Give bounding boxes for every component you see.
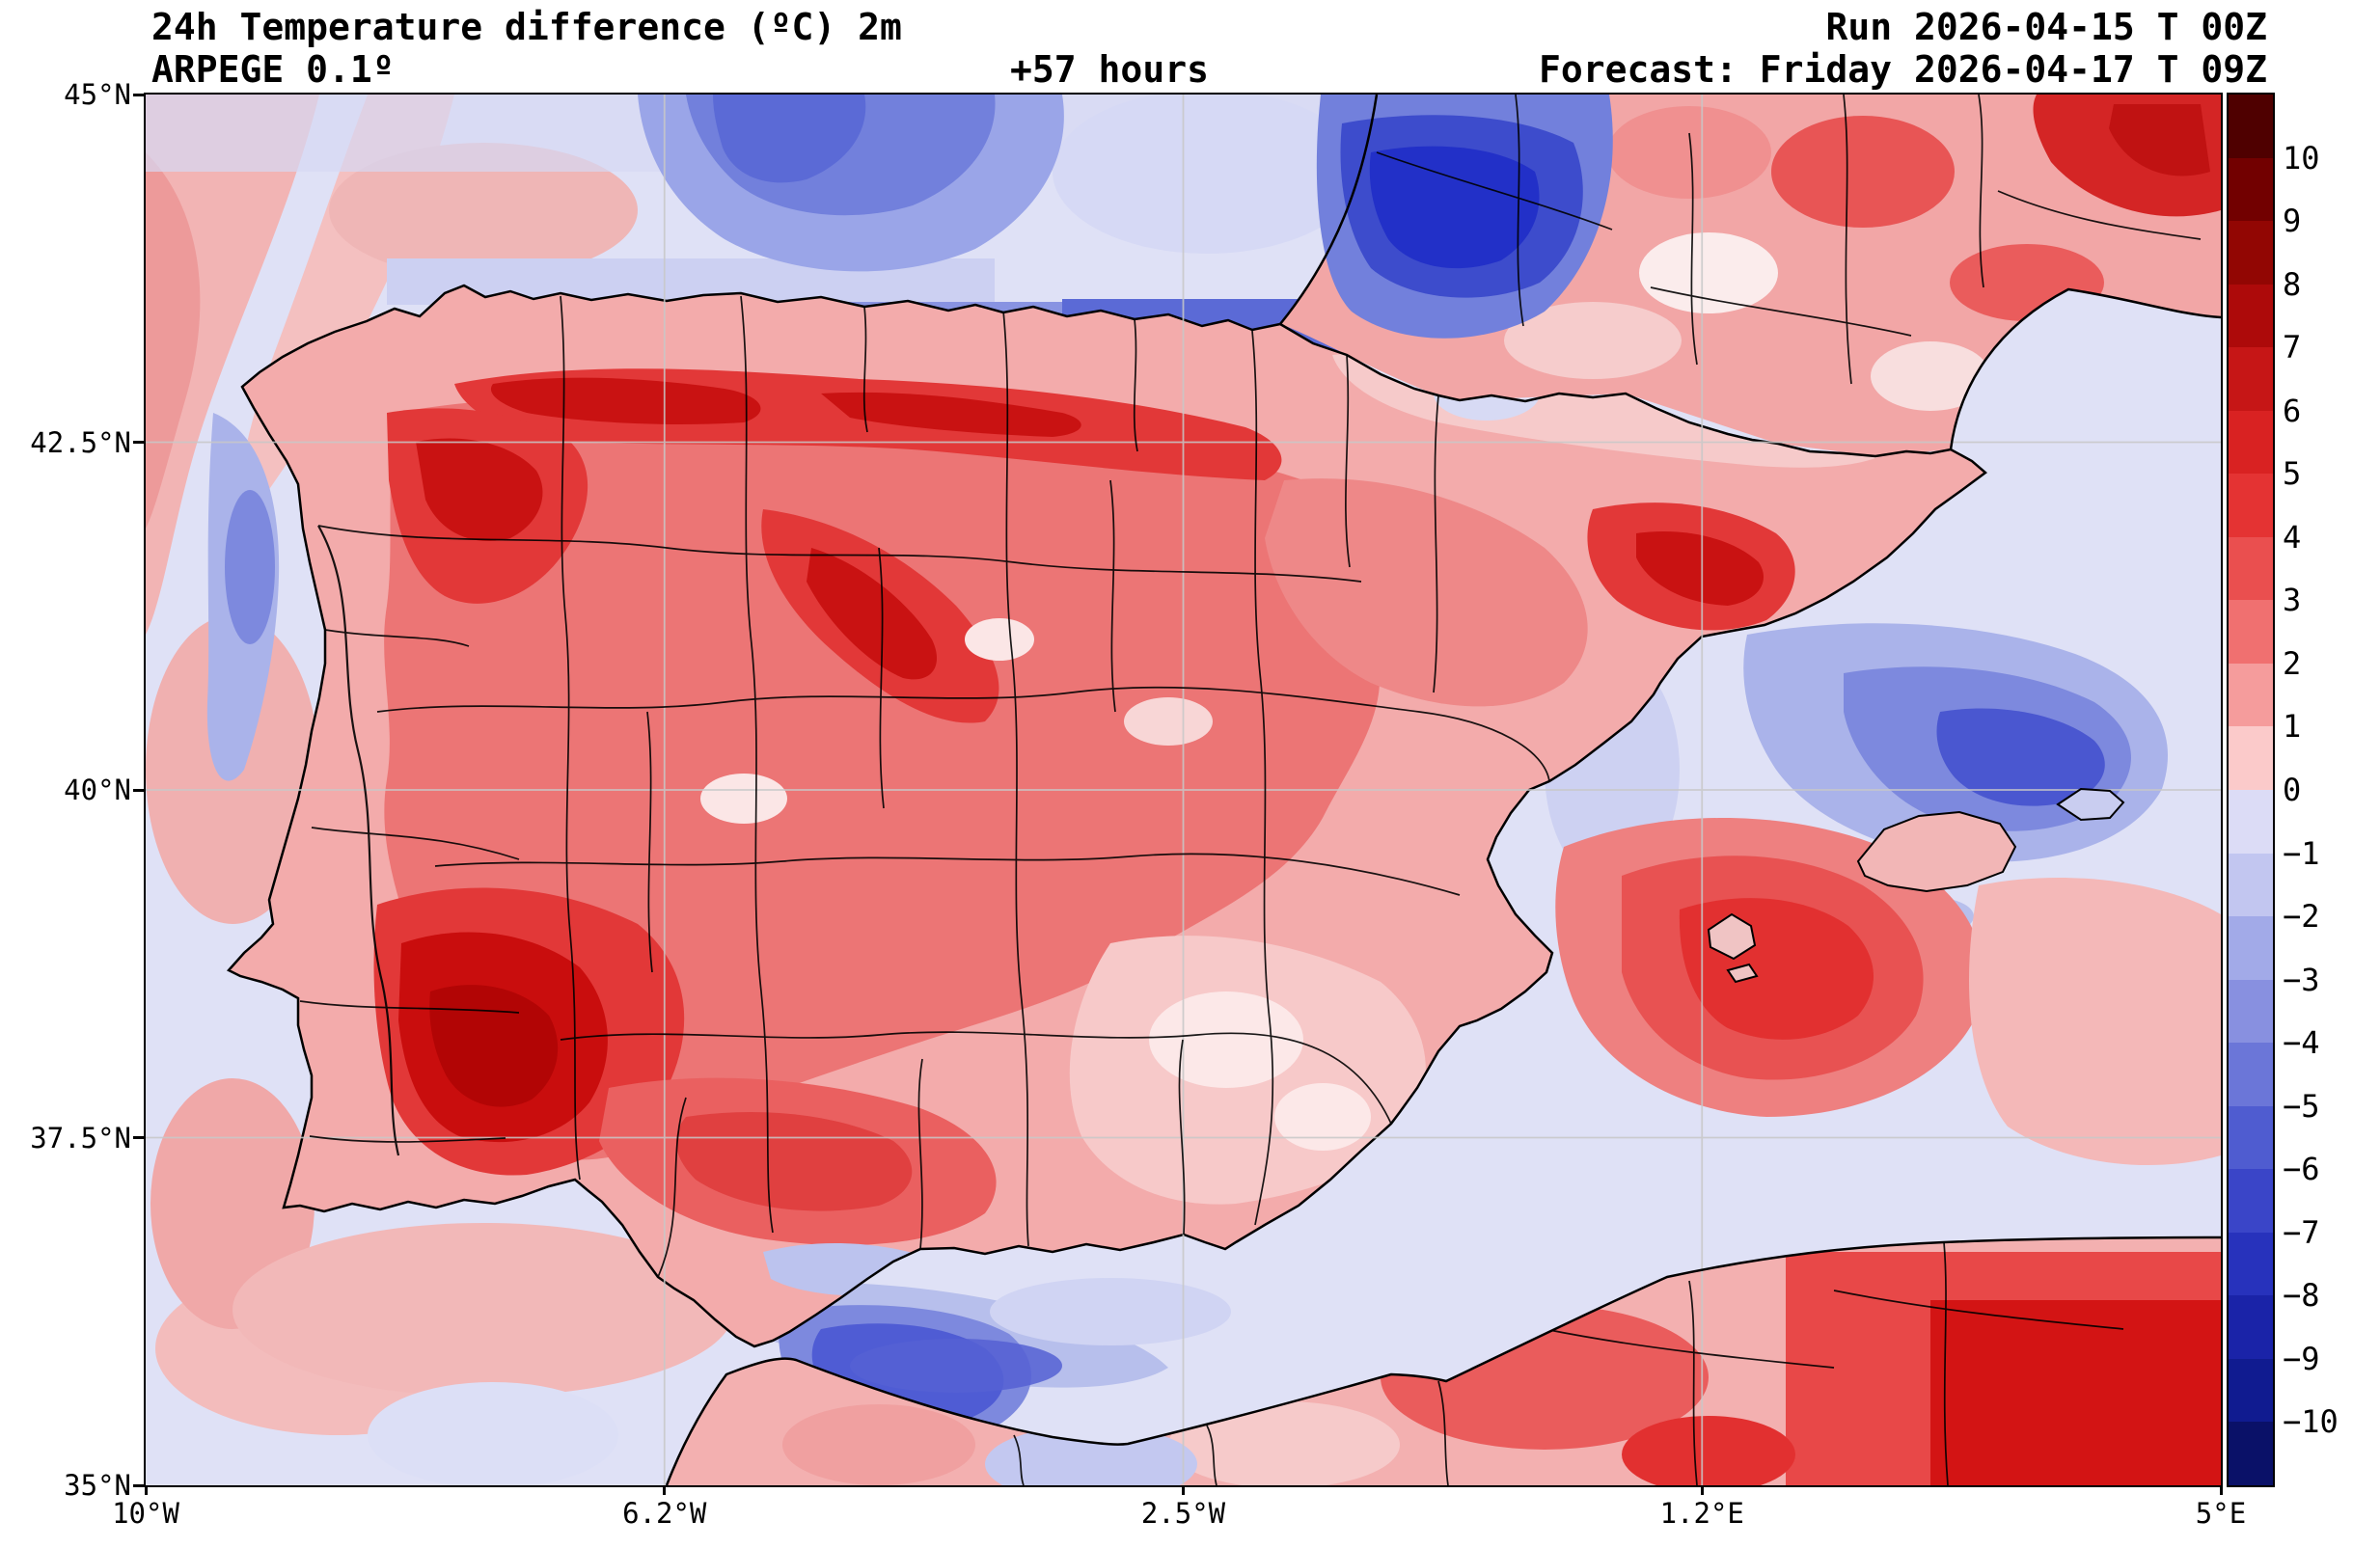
x-axis-tick-mark bbox=[1700, 1484, 1704, 1495]
colorbar-segment bbox=[2229, 790, 2273, 854]
colorbar-tick-label: −1 bbox=[2283, 834, 2320, 872]
colorbar-tick-label: 2 bbox=[2283, 644, 2302, 682]
x-axis-tick-mark bbox=[2219, 1484, 2223, 1495]
colorbar-segment bbox=[2229, 853, 2273, 917]
colorbar-tick-label: −10 bbox=[2283, 1403, 2339, 1441]
africa-landmass bbox=[667, 1237, 2221, 1485]
colorbar-tick-label: −7 bbox=[2283, 1213, 2320, 1251]
colorbar-tick-label: −8 bbox=[2283, 1277, 2320, 1315]
y-axis-tick-mark bbox=[133, 93, 144, 96]
colorbar-tick-label: −4 bbox=[2283, 1024, 2320, 1062]
colorbar-tick-label: 4 bbox=[2283, 518, 2302, 556]
colorbar-tick-label: 5 bbox=[2283, 455, 2302, 493]
coastlines bbox=[665, 95, 2221, 1485]
x-axis-tick-mark bbox=[663, 1484, 667, 1495]
colorbar-tick-label: 9 bbox=[2283, 203, 2302, 240]
x-axis-tick-label: 10°W bbox=[112, 1497, 179, 1530]
y-axis-tick-label: 37.5°N bbox=[30, 1121, 131, 1154]
colorbar-segment bbox=[2229, 157, 2273, 222]
y-axis-tick-mark bbox=[133, 441, 144, 444]
x-axis-tick-mark bbox=[1182, 1484, 1185, 1495]
colorbar-segment bbox=[2229, 95, 2273, 158]
x-axis-tick-mark bbox=[144, 1484, 148, 1495]
france-west-coastline bbox=[1279, 95, 1379, 325]
forecast-label: Forecast: Friday 2026-04-17 T 09Z bbox=[1539, 48, 2267, 91]
colorbar-segment bbox=[2229, 284, 2273, 348]
menorca-island bbox=[2056, 787, 2125, 822]
africa-coastline bbox=[665, 1236, 2221, 1485]
colorbar bbox=[2227, 93, 2275, 1487]
colorbar-segment bbox=[2229, 600, 2273, 664]
run-label: Run 2026-04-15 T 00Z bbox=[1825, 6, 2267, 48]
x-axis-tick-label: 6.2°W bbox=[622, 1497, 707, 1530]
admin-boundaries bbox=[299, 95, 2202, 1485]
colorbar-segment bbox=[2229, 221, 2273, 285]
formentera-island bbox=[1726, 963, 1759, 984]
map-canvas bbox=[146, 95, 2221, 1485]
colorbar-tick-label: 8 bbox=[2283, 265, 2302, 303]
colorbar-segment bbox=[2229, 916, 2273, 980]
colorbar-segment bbox=[2229, 347, 2273, 411]
y-axis-tick-mark bbox=[133, 1136, 144, 1139]
colorbar-tick-label: 7 bbox=[2283, 329, 2302, 367]
colorbar-tick-label: 10 bbox=[2283, 139, 2320, 177]
colorbar-segment bbox=[2229, 726, 2273, 791]
colorbar-segment bbox=[2229, 1169, 2273, 1233]
colorbar-segment bbox=[2229, 536, 2273, 601]
colorbar-segment bbox=[2229, 1105, 2273, 1170]
colorbar-segment bbox=[2229, 1295, 2273, 1359]
colorbar-segment bbox=[2229, 979, 2273, 1044]
colorbar-tick-label: −2 bbox=[2283, 898, 2320, 936]
x-axis-tick-label: 1.2°E bbox=[1659, 1497, 1744, 1530]
balearic-islands bbox=[1707, 787, 2125, 984]
colorbar-tick-label: −6 bbox=[2283, 1151, 2320, 1188]
x-axis-tick-label: 2.5°W bbox=[1140, 1497, 1226, 1530]
colorbar-tick-label: 0 bbox=[2283, 772, 2302, 808]
y-axis-tick-label: 40°N bbox=[64, 774, 131, 806]
model-label: ARPEGE 0.1º bbox=[151, 48, 395, 91]
y-axis-tick-label: 42.5°N bbox=[30, 425, 131, 459]
x-axis-tick-label: 5°E bbox=[2195, 1497, 2247, 1530]
france-landmass bbox=[1280, 95, 2221, 456]
colorbar-segment bbox=[2229, 1358, 2273, 1423]
colorbar-tick-label: −3 bbox=[2283, 961, 2320, 998]
page-title: 24h Temperature difference (ºC) 2m bbox=[151, 6, 902, 48]
colorbar-segment bbox=[2229, 474, 2273, 537]
colorbar-tick-label: 6 bbox=[2283, 392, 2302, 429]
ibiza-island bbox=[1707, 912, 1757, 961]
colorbar-segment bbox=[2229, 1232, 2273, 1296]
colorbar-segment bbox=[2229, 663, 2273, 727]
plot-frame bbox=[144, 93, 2223, 1487]
colorbar-segment bbox=[2229, 1043, 2273, 1106]
y-axis-tick-mark bbox=[133, 788, 144, 792]
colorbar-tick-label: 3 bbox=[2283, 582, 2302, 619]
france-med-coastline bbox=[1949, 287, 2221, 450]
colorbar-segment bbox=[2229, 1422, 2273, 1486]
colorbar-tick-label: −5 bbox=[2283, 1087, 2320, 1125]
y-axis-tick-mark bbox=[133, 1483, 144, 1487]
colorbar-tick-label: 1 bbox=[2283, 708, 2302, 746]
mallorca-island bbox=[1856, 810, 2017, 893]
y-axis-tick-label: 45°N bbox=[64, 78, 131, 111]
graticule bbox=[146, 95, 2221, 1485]
colorbar-segment bbox=[2229, 410, 2273, 475]
y-axis-tick-label: 35°N bbox=[64, 1469, 131, 1502]
lead-time-label: +57 hours bbox=[1010, 48, 1209, 91]
colorbar-tick-label: −9 bbox=[2283, 1340, 2320, 1377]
